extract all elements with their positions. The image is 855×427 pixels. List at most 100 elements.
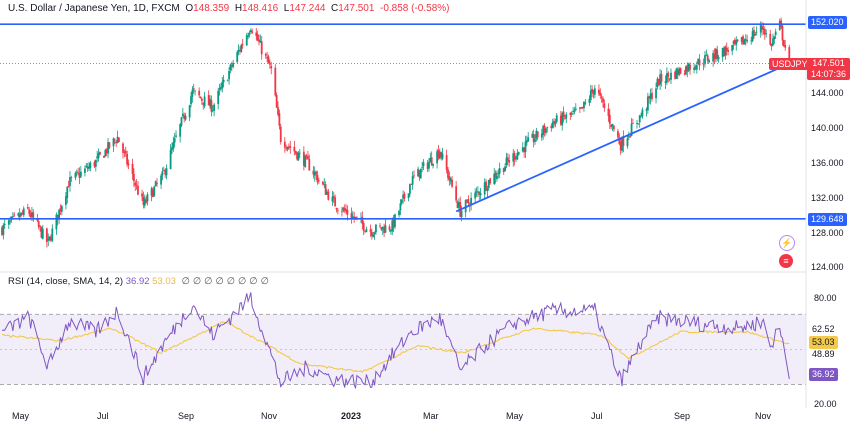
upper-level-tag: 152.020 <box>808 16 847 29</box>
candle <box>438 152 441 159</box>
candle <box>279 126 282 143</box>
candle <box>403 193 406 199</box>
candle <box>555 115 558 122</box>
candle <box>184 115 187 120</box>
candle <box>697 58 700 65</box>
candle <box>373 232 376 234</box>
candle <box>270 66 273 69</box>
candle <box>229 64 232 70</box>
candle <box>18 213 21 218</box>
open-value: 148.359 <box>193 3 230 14</box>
candle <box>209 99 211 107</box>
candle <box>733 39 736 45</box>
candle <box>361 216 364 224</box>
candle <box>103 155 105 158</box>
empty-set-icon: ∅ <box>192 276 202 287</box>
candle <box>259 40 262 43</box>
candle <box>411 176 414 185</box>
candle <box>283 141 286 148</box>
candle <box>17 213 20 216</box>
candle <box>346 209 349 215</box>
candle <box>67 186 70 188</box>
candle <box>702 64 705 66</box>
rsi-mid-tag: 48.89 <box>812 349 835 359</box>
candle <box>466 199 468 201</box>
lightning-icon[interactable]: ⚡ <box>779 235 795 251</box>
candle <box>29 213 32 218</box>
candle <box>724 46 727 56</box>
candle <box>315 171 317 175</box>
candle <box>345 209 347 212</box>
candle <box>407 193 410 199</box>
candle <box>516 153 519 160</box>
candle <box>353 216 356 219</box>
high-value: 148.416 <box>242 3 279 14</box>
candle <box>28 209 31 214</box>
candle <box>75 171 78 173</box>
candle <box>188 105 191 118</box>
candle <box>422 162 425 167</box>
candle <box>591 89 594 92</box>
candle <box>313 172 316 176</box>
candle <box>445 155 448 170</box>
candle <box>448 176 451 180</box>
rsi-tick: 80.00 <box>814 293 837 303</box>
candle <box>278 113 281 126</box>
candle <box>762 28 765 30</box>
candle <box>354 216 357 219</box>
candle <box>589 90 592 101</box>
candle <box>648 96 651 99</box>
candle <box>612 125 615 130</box>
instrument-title: U.S. Dollar / Japanese Yen, 1D, FXCM <box>8 3 180 14</box>
candle <box>105 149 108 154</box>
candle <box>553 120 555 123</box>
candle <box>646 96 649 111</box>
candle <box>581 106 584 109</box>
candle <box>116 136 119 144</box>
candle <box>308 159 311 171</box>
candle <box>753 29 755 37</box>
candle <box>479 193 482 196</box>
candle <box>540 133 543 138</box>
candle <box>153 186 156 196</box>
candle <box>689 64 691 70</box>
flag-icon[interactable]: ≡ <box>779 254 793 268</box>
candle <box>66 186 69 198</box>
candle <box>704 55 706 64</box>
candle <box>515 157 517 159</box>
candle <box>370 232 373 236</box>
candle <box>441 153 444 159</box>
candle <box>598 89 600 94</box>
candle <box>341 211 343 213</box>
candle <box>769 33 772 45</box>
candle <box>172 142 175 149</box>
candle <box>478 191 481 195</box>
rsi-label: RSI (14, close, SMA, 14, 2) <box>8 276 124 287</box>
candle <box>88 166 90 169</box>
candle <box>198 90 201 96</box>
candle <box>485 181 487 191</box>
candle <box>248 33 251 35</box>
candle <box>192 88 195 90</box>
candle <box>226 80 229 82</box>
candle <box>523 147 526 153</box>
candle <box>440 151 443 158</box>
candle <box>621 137 623 151</box>
empty-set-icon: ∅ <box>215 276 224 287</box>
candle <box>717 56 720 60</box>
open-label: O <box>185 3 194 14</box>
candle <box>79 171 82 177</box>
candle <box>183 115 186 119</box>
candle <box>317 180 320 182</box>
candle <box>727 49 729 52</box>
candle <box>619 142 622 151</box>
candle <box>135 184 138 186</box>
candle <box>22 208 25 216</box>
symbol-tag: USDJPY <box>769 58 811 70</box>
candle <box>517 151 520 155</box>
candle <box>294 150 297 154</box>
candle <box>398 210 400 216</box>
candle <box>13 214 16 216</box>
candle <box>268 63 271 65</box>
